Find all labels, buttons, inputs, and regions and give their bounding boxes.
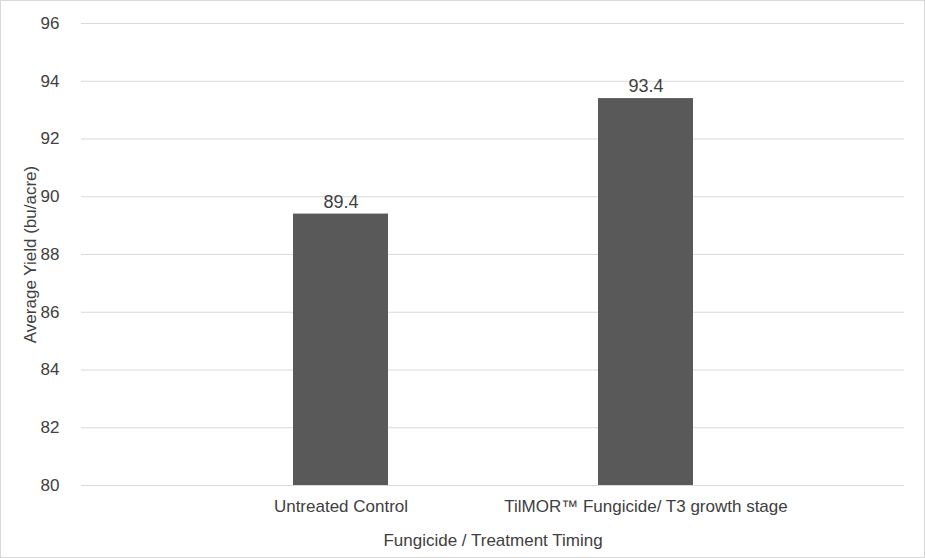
svg-text:Untreated Control: Untreated Control	[274, 497, 408, 516]
svg-text:Fungicide / Treatment Timing: Fungicide / Treatment Timing	[383, 531, 602, 550]
svg-text:94: 94	[41, 72, 60, 91]
svg-text:TilMOR™ Fungicide/ T3 growth s: TilMOR™ Fungicide/ T3 growth stage	[504, 497, 787, 516]
svg-text:90: 90	[41, 187, 60, 206]
svg-text:82: 82	[41, 418, 60, 437]
svg-text:93.4: 93.4	[628, 76, 663, 96]
svg-text:80: 80	[41, 476, 60, 495]
svg-text:88: 88	[41, 245, 60, 264]
svg-text:Average Yield (bu/acre): Average Yield (bu/acre)	[21, 166, 40, 343]
svg-text:86: 86	[41, 303, 60, 322]
svg-text:84: 84	[41, 360, 60, 379]
svg-text:89.4: 89.4	[323, 192, 358, 212]
svg-text:92: 92	[41, 129, 60, 148]
svg-text:96: 96	[41, 14, 60, 33]
